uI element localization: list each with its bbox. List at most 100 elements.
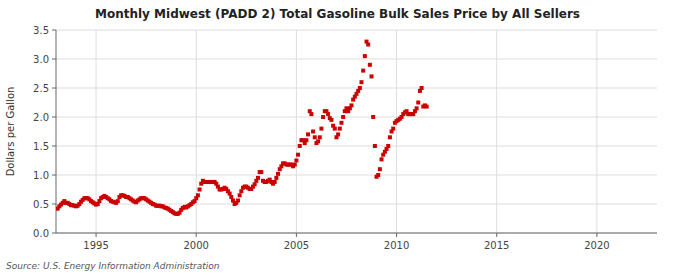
y-tick-label: 2.0 [33, 112, 49, 123]
point [370, 74, 374, 78]
x-tick [96, 233, 97, 237]
point [198, 188, 202, 192]
point [391, 127, 395, 131]
point [228, 192, 232, 196]
point [239, 189, 243, 193]
point [416, 101, 420, 105]
x-tick [196, 233, 197, 237]
point [339, 121, 343, 125]
point [373, 144, 377, 148]
point [298, 144, 302, 148]
y-tick [52, 233, 56, 234]
x-tick-label: 2020 [584, 240, 609, 251]
point [306, 132, 310, 136]
grid-line-x [396, 30, 397, 233]
x-tick [396, 233, 397, 237]
point [376, 173, 380, 177]
y-tick-label: 1.0 [33, 170, 49, 181]
point [229, 195, 233, 199]
x-tick-label: 2000 [184, 240, 209, 251]
point [378, 167, 382, 171]
point [304, 138, 308, 142]
point [293, 163, 297, 167]
source-note: Source: U.S. Energy Information Administ… [6, 261, 220, 271]
y-tick-label: 3.5 [33, 25, 49, 36]
x-tick-label: 2015 [484, 240, 509, 251]
point [274, 176, 278, 180]
y-tick-label: 1.5 [33, 141, 49, 152]
title: Monthly Midwest (PADD 2) Total Gasoline … [95, 7, 580, 21]
y-tick [52, 117, 56, 118]
grid-line-y [56, 117, 657, 118]
point [196, 193, 200, 197]
x-tick-label: 2005 [284, 240, 309, 251]
point [294, 159, 298, 163]
point [256, 176, 260, 180]
point [366, 43, 370, 47]
point [349, 103, 353, 107]
x-tick [496, 233, 497, 237]
y-tick [52, 30, 56, 31]
point [420, 86, 424, 90]
x-tick [296, 233, 297, 237]
grid-line-y [56, 175, 657, 176]
point [415, 106, 419, 110]
point [313, 135, 317, 139]
point [273, 180, 277, 184]
y-tick-label: 3.0 [33, 54, 49, 65]
grid-line-y [56, 233, 657, 234]
point [319, 127, 323, 131]
x-tick-label: 2010 [384, 240, 409, 251]
point [316, 139, 320, 143]
x-axis-line [56, 233, 657, 234]
grid-line-x [296, 30, 297, 233]
point [386, 144, 390, 148]
y-tick [52, 88, 56, 89]
point [321, 115, 325, 119]
grid-line-x [496, 30, 497, 233]
point [361, 69, 365, 73]
point [329, 118, 333, 122]
point [380, 157, 384, 161]
point [238, 193, 242, 197]
x-tick [596, 233, 597, 237]
point [360, 80, 364, 84]
point [333, 127, 337, 131]
point [236, 199, 240, 203]
point [309, 112, 313, 116]
y-tick-label: 0.0 [33, 228, 49, 239]
point [363, 54, 367, 58]
point [338, 127, 342, 131]
y-tick [52, 204, 56, 205]
point [371, 115, 375, 119]
x-tick-label: 1995 [83, 240, 108, 251]
point [318, 135, 322, 139]
point [116, 199, 120, 203]
grid-line-y [56, 146, 657, 147]
point [296, 153, 300, 157]
y-tick-label: 0.5 [33, 199, 49, 210]
point [358, 86, 362, 90]
grid-line-y [56, 204, 657, 205]
point [336, 132, 340, 136]
y-tick [52, 146, 56, 147]
point [326, 112, 330, 116]
grid-line-x [596, 30, 597, 233]
y-tick [52, 59, 56, 60]
y-tick [52, 175, 56, 176]
point [253, 182, 257, 186]
grid-line-y [56, 30, 657, 31]
point [368, 63, 372, 67]
point [276, 172, 280, 176]
y-axis-label: Dollars per Gallon [5, 87, 16, 177]
point [311, 130, 315, 134]
point [425, 105, 429, 109]
y-tick-label: 2.5 [33, 83, 49, 94]
point [388, 135, 392, 139]
axes: 0.0 0.5 1.0 1.5 2.0 2.5 3.0 3.5 1995 2000 2005 2010… [33, 25, 657, 251]
grid [56, 30, 657, 233]
points [56, 40, 429, 216]
point [259, 170, 263, 174]
chart: Monthly Midwest (PADD 2) Total Gasoline … [0, 0, 675, 275]
y-axis-line [56, 30, 57, 233]
